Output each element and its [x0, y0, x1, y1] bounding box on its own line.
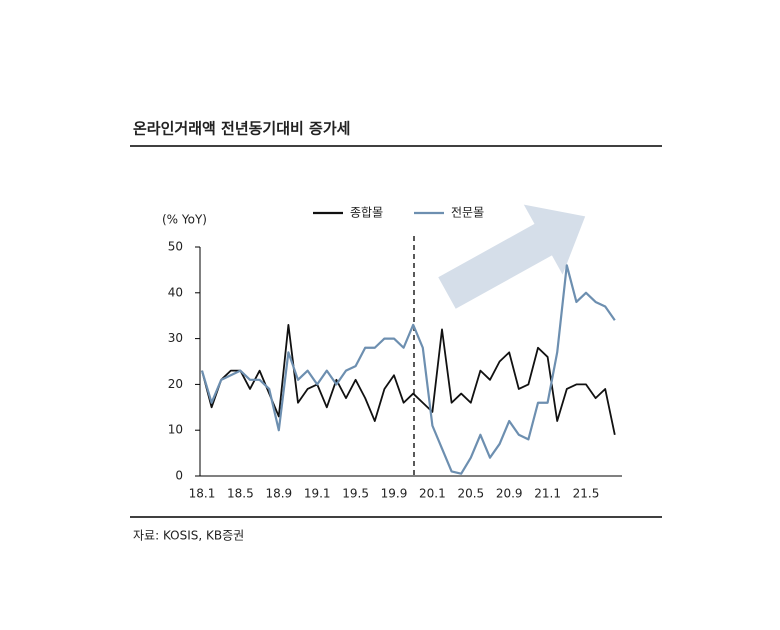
- y-tick-label: 50: [168, 240, 183, 254]
- trend-arrow: [438, 204, 586, 309]
- y-tick-label: 10: [168, 423, 183, 437]
- x-tick-label: 19.5: [342, 487, 369, 501]
- x-tick-label: 19.1: [304, 487, 331, 501]
- x-tick-label: 21.1: [534, 487, 561, 501]
- x-tick-label: 18.5: [227, 487, 254, 501]
- y-tick-label: 0: [175, 469, 183, 483]
- y-tick-label: 40: [168, 285, 183, 299]
- y-tick-label: 20: [168, 377, 183, 391]
- x-tick-label: 20.5: [457, 487, 484, 501]
- x-tick-label: 20.9: [496, 487, 523, 501]
- legend-label: 전문몰: [451, 206, 484, 220]
- legend-label: 종합몰: [350, 206, 383, 220]
- y-axis-label: (% YoY): [162, 213, 207, 227]
- x-tick-label: 18.1: [189, 487, 216, 501]
- x-tick-label: 20.1: [419, 487, 446, 501]
- page-title: 온라인거래액 전년동기대비 증가세: [133, 120, 350, 138]
- x-tick-label: 21.5: [573, 487, 600, 501]
- series-line: [200, 264, 616, 475]
- y-tick-label: 30: [168, 331, 183, 345]
- source: 자료: KOSIS, KB증권: [133, 529, 244, 543]
- x-tick-label: 18.9: [265, 487, 292, 501]
- x-tick-label: 19.9: [381, 487, 408, 501]
